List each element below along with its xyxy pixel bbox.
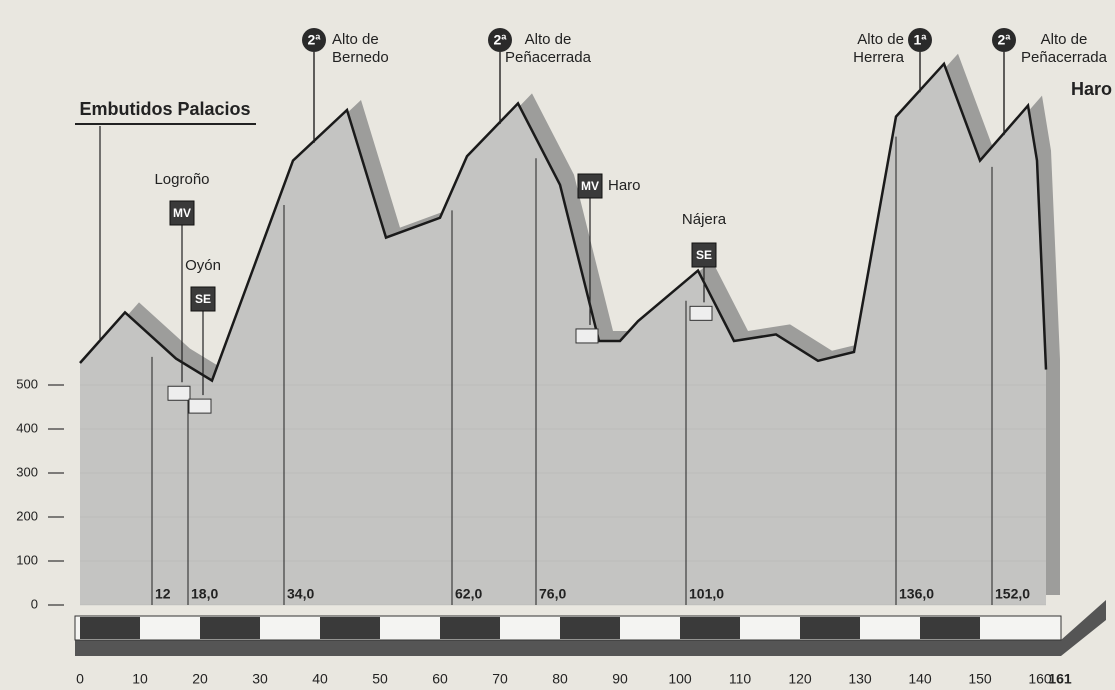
climb-badge [992, 28, 1016, 52]
km-mark-label: 34,0 [287, 586, 314, 602]
x-tick-label: 161 [1048, 671, 1072, 687]
y-tick-label: 200 [16, 508, 38, 523]
road-stripe [560, 617, 620, 639]
road-stripe [80, 617, 140, 639]
sponsor: Embutidos Palacios [79, 99, 250, 119]
climb-badge [302, 28, 326, 52]
x-tick-label: 130 [848, 671, 872, 687]
climb-category: 1ª [914, 32, 928, 48]
climb-badge [908, 28, 932, 52]
town-icon [577, 173, 603, 199]
x-tick-label: 30 [252, 671, 268, 687]
x-tick-label: 20 [192, 671, 208, 687]
km-mark-label: 101,0 [689, 586, 724, 602]
km-mark-label: 152,0 [995, 586, 1030, 602]
climb-badge [488, 28, 512, 52]
climb-category: 2ª [308, 32, 322, 48]
climb-category: 2ª [998, 32, 1012, 48]
km-mark-label: 18,0 [191, 586, 218, 602]
town-code: MV [173, 206, 191, 220]
x-tick-label: 60 [432, 671, 448, 687]
x-tick-label: 70 [492, 671, 508, 687]
km-mark-label: 62,0 [455, 586, 482, 602]
town-icon [190, 286, 216, 312]
km-mark-label: 76,0 [539, 586, 566, 602]
town-icon [169, 200, 195, 226]
finish-label: Haro [1071, 79, 1112, 99]
road-stripe [800, 617, 860, 639]
climb-name: Peñacerrada [505, 49, 592, 66]
climb-name: Peñacerrada [1021, 49, 1108, 66]
x-tick-label: 40 [312, 671, 328, 687]
climb-name: Alto de [525, 31, 572, 48]
road-stripe [200, 617, 260, 639]
x-tick-label: 110 [729, 671, 752, 687]
x-tick-label: 140 [908, 671, 932, 687]
y-tick-label: 0 [31, 596, 38, 611]
town-code: SE [696, 248, 712, 262]
town-house [167, 385, 191, 401]
y-tick-label: 400 [16, 420, 38, 435]
x-tick-label: 160 [1028, 671, 1052, 687]
x-tick-label: 120 [788, 671, 812, 687]
road-stripe [320, 617, 380, 639]
town-house [689, 305, 713, 321]
town-icon [691, 242, 717, 268]
km-mark-label: 12 [155, 586, 171, 602]
town-name: Haro [608, 177, 641, 194]
x-tick-label: 10 [132, 671, 148, 687]
x-tick-label: 0 [76, 671, 84, 687]
y-tick-label: 100 [16, 552, 38, 567]
x-tick-label: 50 [372, 671, 388, 687]
road-stripe [680, 617, 740, 639]
town-code: MV [581, 179, 599, 193]
road-stripe [920, 617, 980, 639]
profile-area [80, 63, 1046, 606]
climb-name: Alto de [1041, 31, 1088, 48]
town-name: Nájera [682, 211, 727, 228]
road-side [75, 600, 1106, 656]
climb-name: Herrera [853, 49, 905, 66]
town-name: Oyón [185, 257, 221, 274]
climb-name: Bernedo [332, 49, 389, 66]
y-tick-label: 500 [16, 376, 38, 391]
x-tick-label: 150 [968, 671, 992, 687]
town-house [188, 398, 212, 414]
y-tick-label: 300 [16, 464, 38, 479]
town-house [575, 328, 599, 344]
town-code: SE [195, 292, 211, 306]
climb-category: 2ª [494, 32, 508, 48]
town-name: Logroño [154, 171, 209, 188]
road-stripe [440, 617, 500, 639]
climb-name: Alto de [332, 31, 379, 48]
x-tick-label: 80 [552, 671, 568, 687]
x-tick-label: 100 [668, 671, 692, 687]
profile-line [79, 61, 1048, 383]
x-tick-label: 90 [612, 671, 628, 687]
km-mark-label: 136,0 [899, 586, 934, 602]
climb-name: Alto de [857, 31, 904, 48]
